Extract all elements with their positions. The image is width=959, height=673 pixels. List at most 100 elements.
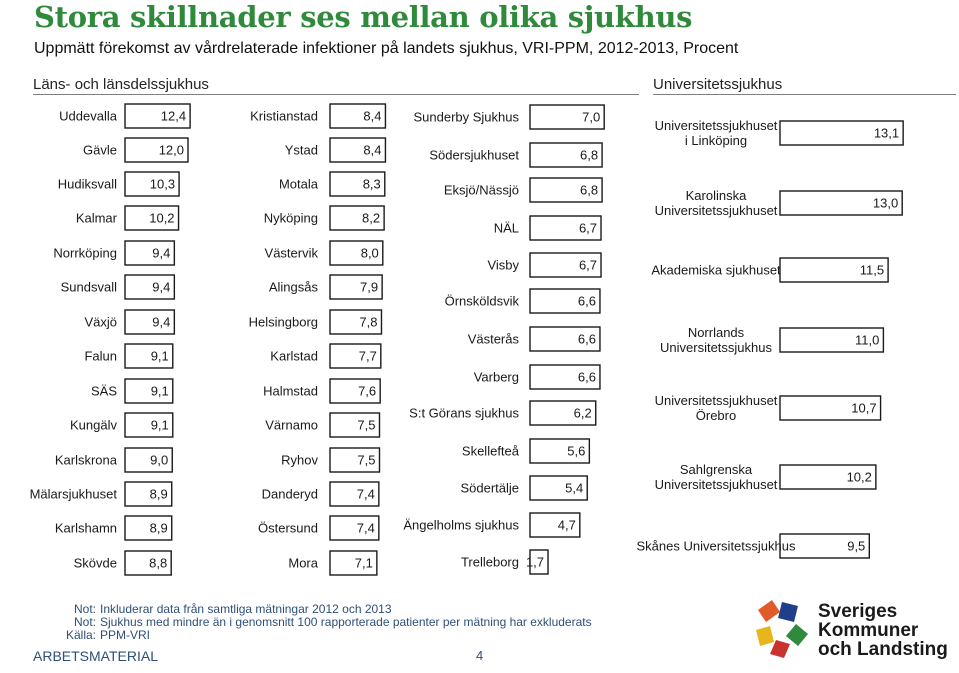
category-label-line: Universitetssjukhuset	[655, 118, 778, 133]
bar-value-label: 1,7	[526, 555, 544, 570]
bar-value-label: 9,0	[150, 453, 168, 468]
bar-value-label: 7,6	[358, 384, 376, 399]
bar-value-label: 13,0	[873, 196, 898, 211]
category-label: Mora	[288, 556, 318, 571]
category-label: Hudiksvall	[58, 177, 117, 192]
bar	[779, 120, 904, 146]
bar-value-label: 8,0	[361, 246, 379, 261]
category-label: NÄL	[494, 221, 519, 236]
page-number: 4	[476, 648, 484, 663]
category-label-line: i Linköping	[685, 133, 747, 148]
bar-value-label: 8,8	[149, 556, 167, 571]
bar-value-label: 11,5	[860, 263, 884, 278]
bar-value-label: 7,4	[357, 521, 375, 536]
skl-logo: Sveriges Kommuner och Landsting	[750, 596, 950, 666]
logo-line: och Landsting	[818, 639, 948, 660]
category-label: Karlshamn	[55, 521, 117, 536]
note-text: Inkluderar data från samtliga mätningar …	[100, 602, 392, 616]
category-label: Danderyd	[262, 487, 318, 502]
category-label: Mälarsjukhuset	[30, 487, 118, 502]
bar-value-label: 13,1	[874, 126, 899, 141]
section-label-county: Läns- och länsdelssjukhus	[33, 76, 209, 93]
bar	[124, 171, 180, 197]
section-divider-county	[33, 94, 639, 95]
note-row: Not: Inkluderar data från samtliga mätnin…	[54, 603, 592, 616]
category-label: Helsingborg	[249, 315, 318, 330]
category-label: Trelleborg	[461, 555, 519, 570]
category-label: Ryhov	[281, 453, 318, 468]
bar	[329, 378, 381, 404]
category-label: Halmstad	[263, 384, 318, 399]
bar-value-label: 8,9	[150, 521, 168, 536]
section-label-university: Universitetssjukhus	[653, 76, 783, 93]
bar	[329, 343, 382, 369]
category-label: Akademiska sjukhuset	[651, 263, 781, 278]
bar-value-label: 10,2	[149, 211, 174, 226]
bar-value-label: 7,7	[359, 349, 377, 364]
bar-value-label: 4,7	[558, 518, 576, 533]
category-label: Universitetssjukhuset Örebro	[655, 393, 778, 423]
bar	[329, 412, 381, 438]
category-label: Norrlands Universitetssjukhus	[660, 325, 772, 355]
bar	[779, 257, 889, 283]
category-label: Falun	[84, 349, 117, 364]
bar	[329, 274, 383, 300]
bar	[779, 533, 871, 559]
bar	[779, 327, 885, 353]
bar	[329, 447, 381, 473]
bar	[329, 515, 380, 541]
bar-value-label: 7,1	[355, 556, 373, 571]
bar	[329, 481, 380, 507]
bar-value-label: 7,4	[357, 487, 375, 502]
bar-value-label: 8,3	[363, 177, 381, 192]
category-label: Södertälje	[460, 481, 519, 496]
bar-value-label: 6,6	[578, 370, 596, 385]
category-label: Karolinska Universitetssjukhuset	[655, 188, 778, 218]
bar	[529, 215, 602, 241]
bar	[529, 177, 603, 203]
category-label: Alingsås	[269, 280, 319, 295]
bar	[124, 515, 173, 541]
category-label: Uddevalla	[59, 109, 118, 124]
bar	[329, 240, 384, 266]
note-key: Not:	[73, 602, 96, 616]
bar	[124, 205, 180, 231]
bar-value-label: 6,7	[579, 221, 597, 236]
category-label: Nyköping	[264, 211, 318, 226]
bar-value-label: 9,1	[151, 349, 169, 364]
bar-panel: 13,1 Universitetssjukhuset i Linköping 13,0…	[637, 118, 904, 559]
note-key: Not:	[73, 615, 96, 629]
bar	[329, 205, 385, 231]
bar-value-label: 9,4	[152, 315, 170, 330]
category-label: Västervik	[265, 246, 319, 261]
bar	[529, 252, 602, 278]
note-row: Källa: PPM-VRI	[54, 629, 592, 642]
category-label: Södersjukhuset	[429, 148, 519, 163]
bar	[124, 412, 174, 438]
category-label: Sahlgrenska Universitetssjukhuset	[655, 462, 778, 492]
bar	[329, 309, 383, 335]
category-label: Sundsvall	[61, 280, 117, 295]
category-label-line: Universitetssjukhus	[660, 340, 772, 355]
bar-value-label: 6,6	[578, 294, 596, 309]
skl-logo-icon	[756, 600, 808, 658]
bar	[124, 309, 176, 335]
bar	[779, 395, 882, 421]
note-row: Not: Sjukhus med mindre än i genomsnitt 1…	[54, 616, 592, 629]
category-label: Skövde	[74, 556, 117, 571]
logo-line: Sveriges	[818, 601, 898, 622]
category-label: Kalmar	[76, 211, 118, 226]
bar-value-label: 10,2	[847, 470, 872, 485]
category-label-line: Örebro	[696, 408, 736, 423]
bar-value-label: 9,5	[847, 539, 865, 554]
category-label: Varberg	[474, 370, 519, 385]
bar	[529, 512, 581, 538]
category-label: Universitetssjukhuset i Linköping	[655, 118, 778, 148]
hospital-infection-bar-charts: 12,4 Uddevalla 12,0 Gävle 10,3 Hudiksvall 10,2…	[30, 103, 904, 576]
bar-value-label: 8,4	[363, 109, 381, 124]
bar-value-label: 5,4	[565, 481, 583, 496]
category-label: Norrköping	[53, 246, 117, 261]
bar	[124, 481, 173, 507]
logo-line: Kommuner	[818, 620, 919, 641]
bar	[124, 550, 172, 576]
